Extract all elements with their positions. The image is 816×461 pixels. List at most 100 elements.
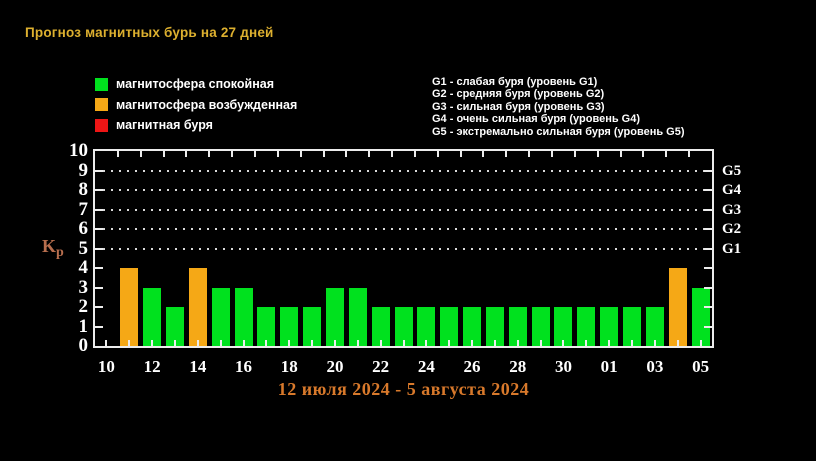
storm-levels-legend: G1 - слабая буря (уровень G1) G2 - средня… [432,76,685,138]
gridline-kp-7 [95,208,712,211]
legend-item-label: магнитная буря [116,118,213,133]
x-axis-tick-bottom [493,340,496,346]
x-axis-tick-bottom [173,340,176,346]
x-axis-tick-top [299,151,302,157]
y-axis-label: Kp [42,236,64,260]
x-tick-label-01: 01 [600,357,618,376]
x-axis-tick-top [322,151,325,157]
y-axis-tick-right [704,169,712,172]
kp-bar-day-21 [348,287,367,346]
legend-swatch-excited [95,98,108,112]
y-tick-label-8: 8 [78,179,89,200]
x-axis-tick-bottom [562,340,565,346]
y-axis-tick [95,208,103,211]
x-axis-tick-top [162,151,165,157]
y-axis-tick-right [704,247,712,250]
x-axis-tick-top [619,151,622,157]
kp-bar-day-24 [417,307,436,346]
g-level-label-G5: G5 [722,162,742,179]
y-tick-label-5: 5 [78,237,89,259]
kp-bar-day-01 [600,307,619,346]
x-axis-tick-bottom [608,340,611,346]
x-tick-label-12: 12 [143,357,161,376]
x-axis-tick-top [642,151,645,157]
legend-item-storm: магнитная буря [95,115,297,136]
x-axis-tick-bottom [196,340,199,346]
kp-bar-day-03 [645,307,664,346]
x-axis-tick-bottom [311,340,314,346]
kp-bar-day-29 [531,307,550,346]
y-axis-tick [95,286,103,289]
kp-bar-day-28 [508,307,527,346]
x-axis-tick-top [505,151,508,157]
x-axis-tick-top [391,151,394,157]
gridline-kp-9 [95,169,712,172]
y-tick-label-1: 1 [78,315,89,337]
x-axis-tick-top [276,151,279,157]
kp-bar-day-16 [234,287,253,346]
kp-bar-day-25 [440,307,459,346]
storm-level-line-5: G5 - экстремально сильная буря (уровень … [432,125,685,138]
storm-level-line-2: G2 - средняя буря (уровень G2) [432,88,605,101]
y-axis-tick-right [704,228,712,230]
x-axis-tick-bottom [128,340,131,346]
y-axis-tick [95,169,103,172]
x-axis-tick-top [688,151,691,157]
x-axis-tick-bottom [333,340,336,346]
x-tick-label-24: 24 [417,357,435,376]
x-axis-tick-bottom [653,340,656,346]
kp-bar-day-18 [280,307,299,346]
x-axis-tick-top [436,151,439,157]
kp-status-legend: магнитосфера спокойная магнитосфера возбу… [95,74,297,136]
x-tick-label-26: 26 [463,357,481,376]
y-axis-tick [95,189,103,191]
gridline-kp-5 [95,247,712,250]
y-tick-label-4: 4 [78,257,89,278]
kp-bar-day-23 [394,307,413,346]
x-axis-tick-bottom [219,340,222,346]
x-axis-tick-bottom [471,340,474,346]
x-axis-tick-top [665,151,668,157]
y-tick-label-2: 2 [78,296,89,317]
legend-item-excited: магнитосфера возбужденная [95,95,297,116]
x-axis-tick-bottom [425,340,428,346]
gridline-kp-8 [95,189,712,191]
kp-bar-day-11 [120,268,139,346]
kp-bar-day-17 [257,307,276,346]
x-axis-tick-bottom [699,340,702,346]
x-axis-tick-top [231,151,234,157]
kp-bar-day-02 [623,307,642,346]
x-axis-tick-bottom [402,340,405,346]
y-tick-label-3: 3 [78,276,89,298]
legend-swatch-quiet [95,77,108,91]
date-range-caption: 12 июля 2024 - 5 августа 2024 [277,379,530,399]
x-axis-tick-top [345,151,348,157]
y-axis-tick [95,267,103,269]
kp-bar-day-14 [188,268,207,346]
x-axis-tick-top [528,151,531,157]
kp-bar-day-04 [668,268,687,346]
y-axis-tick [95,325,103,328]
y-axis-tick-right [704,208,712,211]
kp-bar-day-20 [325,287,344,346]
x-axis-tick-top [551,151,554,157]
x-axis-tick-bottom [356,340,359,346]
x-tick-label-05: 05 [692,357,710,376]
x-axis-tick-bottom [585,340,588,346]
x-axis-tick-bottom [242,340,245,346]
kp-bar-day-13 [165,307,184,346]
legend-swatch-storm [95,118,108,132]
g-level-label-G1: G1 [722,240,742,257]
x-axis-tick-bottom [105,340,108,346]
x-axis-tick-top [253,151,256,157]
y-tick-label-0: 0 [78,335,89,356]
y-axis-tick-right [704,306,712,308]
x-axis-tick-top [459,151,462,157]
y-axis-tick-right [704,286,712,289]
x-axis-tick-top [573,151,576,157]
kp-bar-day-05 [691,287,710,346]
storm-level-line-4: G4 - очень сильная буря (уровень G4) [432,113,641,126]
x-axis-tick-bottom [288,340,291,346]
kp-bar-day-12 [143,287,162,346]
